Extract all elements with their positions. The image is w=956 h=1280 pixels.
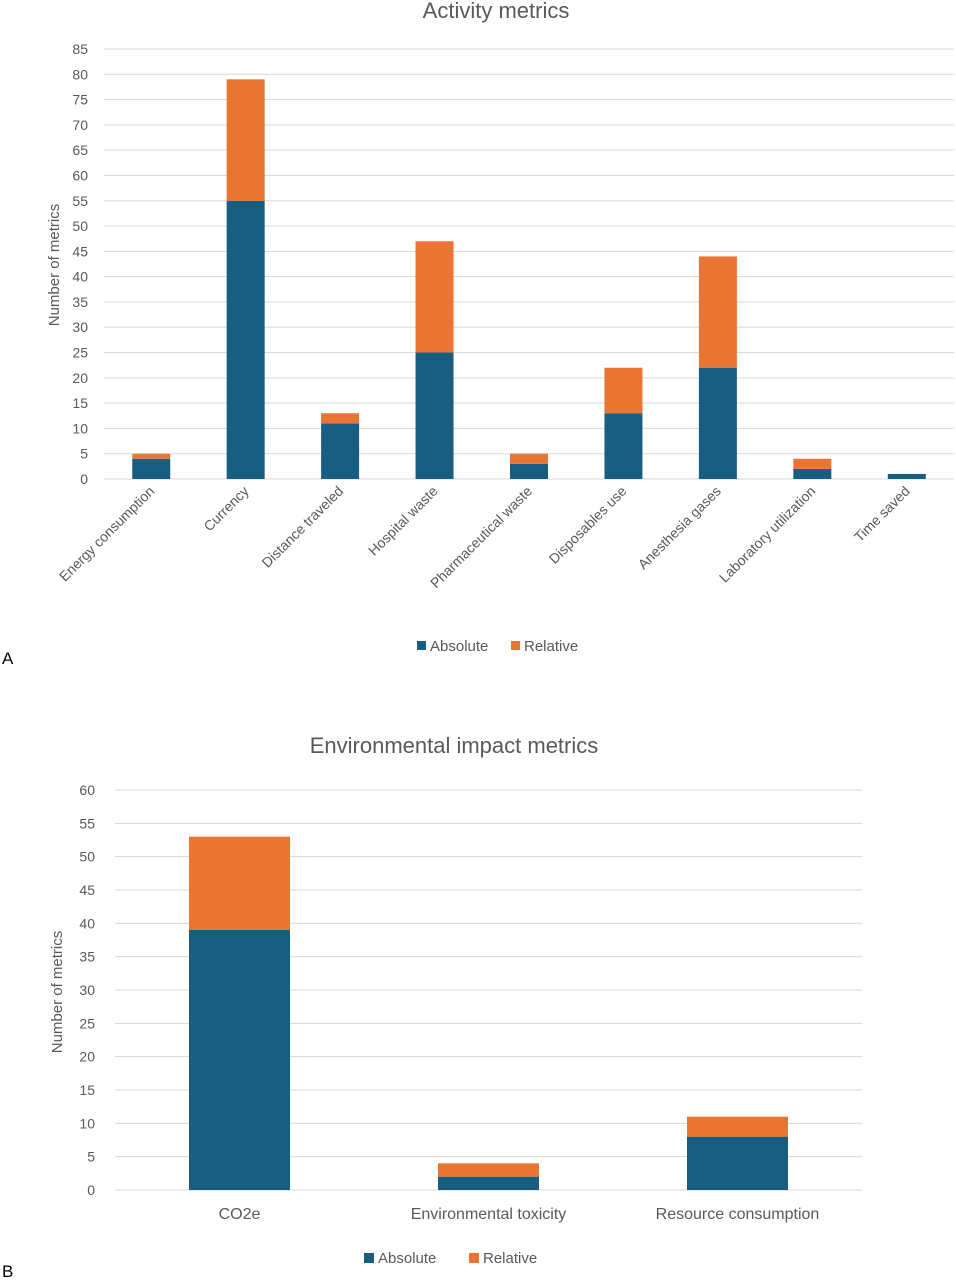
chart-b-legend-label-relative: Relative: [483, 1250, 537, 1267]
chart-a-bar-relative-7: [793, 458, 832, 469]
chart-a-bar-relative-2: [321, 413, 360, 424]
chart-a-legend-label-absolute: Absolute: [430, 638, 488, 655]
chart-a-legend: Absolute Relative: [417, 638, 578, 655]
chart-a-y-tick-label: 15: [72, 395, 88, 411]
chart-a-bar-absolute-8: [887, 473, 926, 479]
chart-b-y-tick-label: 30: [79, 982, 95, 998]
chart-a-legend-swatch-relative: [511, 641, 520, 650]
chart-a-bar-relative-4: [510, 453, 548, 464]
chart-b-y-tick-label: 60: [79, 782, 95, 798]
chart-a-bar-absolute-1: [226, 200, 265, 479]
chart-b-bar-absolute-2: [687, 1136, 788, 1190]
chart-a-y-tick-label: 25: [72, 345, 88, 361]
chart-b-y-tick-label: 55: [79, 815, 95, 831]
activity-metrics-chart: Activity metrics 0 5 10 15 20 25 30 35 40 45 50 55 6…: [2, 0, 954, 668]
chart-a-y-tick-label: 20: [72, 370, 88, 386]
chart-a-bar-absolute-5: [604, 413, 643, 479]
chart-b-bar-absolute-0: [189, 930, 290, 1190]
chart-b-title: Environmental impact metrics: [310, 733, 599, 758]
chart-a-y-tick-label: 75: [72, 92, 88, 108]
chart-a-category-label: Disposables use: [546, 483, 630, 567]
chart-b-legend-swatch-relative: [469, 1253, 479, 1263]
chart-b-category-label: Environmental toxicity: [411, 1206, 567, 1223]
chart-b-y-axis-label: Number of metrics: [49, 931, 66, 1054]
chart-a-bar-absolute-0: [132, 458, 171, 479]
chart-a-y-tick-label: 65: [72, 142, 88, 158]
chart-a-title: Activity metrics: [423, 0, 570, 23]
chart-b-y-tick-label: 40: [79, 915, 95, 931]
chart-b-legend-label-absolute: Absolute: [378, 1250, 436, 1267]
chart-a-y-tick-label: 10: [72, 420, 88, 436]
chart-a-y-tick-label: 0: [80, 471, 88, 487]
chart-a-y-tick-label: 30: [72, 319, 88, 335]
chart-a-bar-absolute-6: [698, 367, 737, 479]
chart-a-legend-label-relative: Relative: [524, 638, 578, 655]
chart-a-y-tick-label: 5: [80, 446, 88, 462]
chart-a-legend-swatch-absolute: [417, 641, 426, 650]
chart-b-bar-relative-2: [687, 1116, 788, 1137]
chart-a-y-tick-label: 45: [72, 243, 88, 259]
chart-a-y-tick-label: 55: [72, 193, 88, 209]
chart-b-y-tick-label: 15: [79, 1082, 95, 1098]
chart-b-y-tick-label: 50: [79, 849, 95, 865]
chart-a-bar-relative-0: [132, 453, 171, 459]
chart-a-y-tick-label: 70: [72, 117, 88, 133]
chart-a-category-label: Pharmaceutical waste: [427, 483, 535, 591]
chart-b-y-tick-label: 0: [87, 1182, 95, 1198]
chart-a-bar-relative-6: [698, 256, 737, 368]
chart-b-y-tick-label: 25: [79, 1015, 95, 1031]
chart-a-y-axis-label: Number of metrics: [46, 204, 63, 327]
chart-b-legend: Absolute Relative: [364, 1250, 537, 1267]
chart-a-category-label: Time saved: [851, 483, 913, 545]
chart-a-bar-relative-1: [226, 79, 265, 201]
chart-a-category-label: Currency: [200, 483, 251, 534]
chart-a-category-label: Energy consumption: [56, 483, 158, 585]
chart-b-panel-label: B: [2, 1262, 13, 1280]
chart-a-category-label: Hospital waste: [365, 483, 441, 559]
chart-a-category-label: Distance traveled: [258, 483, 346, 571]
chart-a-y-tick-label: 60: [72, 167, 88, 183]
chart-a-y-tick-label: 80: [72, 66, 88, 82]
chart-b-bar-absolute-1: [438, 1176, 539, 1190]
chart-b-bar-relative-0: [189, 836, 290, 930]
chart-a-category-label: Anesthesia gases: [635, 483, 724, 572]
environmental-impact-metrics-chart: Environmental impact metrics 0 5 10 15 20 25 3…: [2, 733, 862, 1280]
chart-b-category-label: CO2e: [219, 1206, 261, 1223]
chart-a-panel-label: A: [2, 649, 14, 668]
chart-b-y-tick-label: 20: [79, 1049, 95, 1065]
chart-a-category-label: Laboratory utilization: [716, 483, 819, 586]
chart-b-category-label: Resource consumption: [656, 1206, 820, 1223]
chart-a-y-tick-label: 40: [72, 269, 88, 285]
chart-b-bar-relative-1: [438, 1163, 539, 1177]
chart-a-y-tick-label: 50: [72, 218, 88, 234]
chart-b-y-tick-label: 10: [79, 1115, 95, 1131]
chart-a-y-tick-label: 35: [72, 294, 88, 310]
chart-a-bar-relative-3: [415, 241, 454, 353]
chart-a-bar-relative-5: [604, 367, 643, 414]
chart-b-y-tick-label: 5: [87, 1149, 95, 1165]
chart-b-legend-swatch-absolute: [364, 1253, 374, 1263]
chart-a-bar-absolute-7: [793, 468, 832, 479]
chart-a-bar-absolute-3: [415, 352, 454, 479]
chart-a-bar-absolute-4: [510, 463, 548, 479]
chart-a-y-tick-label: 85: [72, 41, 88, 57]
chart-a-bar-absolute-2: [321, 423, 360, 479]
chart-b-y-tick-label: 35: [79, 949, 95, 965]
chart-b-y-tick-label: 45: [79, 882, 95, 898]
